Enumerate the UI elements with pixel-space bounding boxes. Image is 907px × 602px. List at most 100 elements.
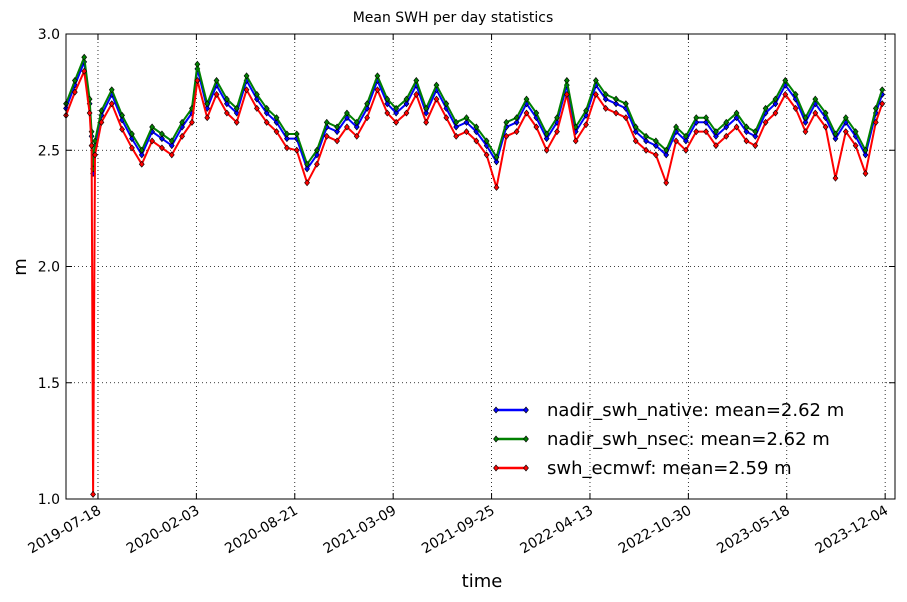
- data-point: [314, 146, 320, 154]
- data-point: [772, 100, 779, 108]
- data-point: [703, 114, 709, 122]
- data-point: [403, 100, 410, 108]
- data-point: [304, 160, 310, 168]
- data-point: [86, 109, 93, 117]
- data-point: [254, 104, 260, 112]
- data-point: [189, 118, 195, 126]
- data-point: [493, 183, 500, 191]
- data-point: [168, 137, 175, 145]
- data-point: [129, 144, 135, 152]
- data-point: [403, 109, 410, 117]
- legend-label-1: nadir_swh_nsec: mean=2.62 m: [547, 429, 830, 450]
- data-point: [872, 118, 879, 126]
- data-point: [323, 118, 330, 126]
- data-point: [233, 104, 240, 112]
- data-point: [602, 104, 609, 112]
- data-point: [194, 77, 201, 84]
- data-point: [632, 137, 639, 145]
- data-point: [842, 114, 849, 122]
- data-point: [92, 151, 98, 159]
- data-point: [403, 95, 410, 103]
- legend-marker: [523, 435, 529, 443]
- data-point: [168, 151, 175, 159]
- data-point: [832, 130, 839, 138]
- data-point: [159, 135, 165, 143]
- legend-marker: [523, 406, 529, 414]
- data-point: [683, 146, 689, 154]
- data-point: [602, 95, 609, 103]
- data-point: [613, 95, 619, 103]
- data-point: [98, 118, 105, 126]
- data-point: [223, 100, 230, 108]
- data-point: [353, 123, 360, 131]
- legend-marker: [523, 464, 529, 472]
- data-point: [304, 165, 310, 173]
- data-point: [433, 95, 440, 103]
- data-point: [233, 109, 240, 117]
- data-point: [273, 128, 280, 136]
- data-point: [632, 128, 639, 136]
- data-point: [663, 179, 670, 187]
- data-point: [413, 90, 420, 98]
- data-point: [703, 128, 709, 136]
- data-point: [243, 72, 250, 80]
- data-point: [393, 109, 400, 117]
- data-point: [752, 128, 759, 136]
- series-layer: [63, 53, 886, 498]
- data-point: [693, 114, 700, 122]
- data-point: [723, 132, 730, 140]
- data-point: [513, 114, 520, 122]
- data-point: [263, 104, 270, 112]
- data-point: [802, 128, 809, 136]
- data-point: [393, 118, 400, 126]
- y-tick-label: 2.0: [38, 260, 60, 276]
- data-point: [879, 100, 886, 108]
- y-tick-label: 1.5: [38, 376, 60, 392]
- data-point: [263, 118, 270, 126]
- chart-title: Mean SWH per day statistics: [353, 10, 554, 26]
- legend: nadir_swh_native: mean=2.62 m nadir_swh_n…: [493, 400, 844, 479]
- y-axis: 1.0 1.5 2.0 2.5 3.0: [38, 27, 895, 508]
- data-point: [213, 77, 220, 84]
- data-point: [129, 130, 135, 138]
- data-point: [284, 130, 290, 138]
- data-point: [613, 109, 619, 117]
- data-point: [88, 142, 95, 150]
- data-point: [733, 109, 740, 117]
- data-point: [81, 67, 88, 75]
- data-point: [108, 100, 115, 108]
- data-point: [862, 151, 869, 159]
- data-point: [503, 132, 510, 140]
- data-point: [353, 132, 360, 140]
- data-point: [572, 137, 579, 145]
- data-point: [743, 123, 750, 131]
- data-point: [782, 90, 789, 98]
- data-point: [653, 151, 659, 159]
- data-point: [643, 146, 649, 154]
- data-point: [119, 125, 125, 133]
- data-point: [523, 109, 530, 117]
- legend-label-0: nadir_swh_native: mean=2.62 m: [547, 400, 844, 421]
- data-point: [592, 77, 599, 84]
- data-point: [384, 95, 391, 103]
- data-point: [413, 77, 420, 84]
- data-point: [374, 86, 381, 94]
- data-point: [613, 100, 619, 108]
- data-point: [563, 77, 570, 84]
- data-point: [632, 123, 639, 131]
- y-tick-label: 2.5: [38, 143, 60, 159]
- data-point: [752, 132, 759, 140]
- data-point: [872, 104, 879, 112]
- data-point: [812, 95, 819, 103]
- data-point: [862, 146, 869, 154]
- data-point: [683, 137, 689, 145]
- data-point: [243, 86, 250, 94]
- data-point: [159, 130, 165, 138]
- data-point: [554, 128, 560, 136]
- data-point: [673, 137, 679, 145]
- data-point: [832, 174, 839, 182]
- data-point: [71, 77, 78, 84]
- data-point: [453, 132, 460, 140]
- data-point: [772, 95, 779, 103]
- data-point: [782, 77, 789, 84]
